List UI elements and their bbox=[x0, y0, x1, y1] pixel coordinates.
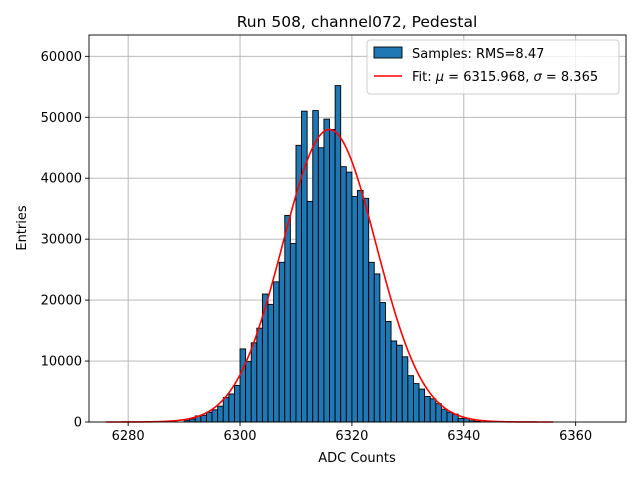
y-tick-label: 30000 bbox=[41, 233, 82, 248]
histogram-bar bbox=[412, 383, 420, 423]
histogram-bar bbox=[424, 395, 431, 423]
histogram-bar bbox=[440, 408, 448, 423]
histogram-bar bbox=[239, 348, 247, 423]
histogram-bar bbox=[457, 417, 465, 423]
axes-frame bbox=[88, 34, 627, 423]
histogram-bar bbox=[256, 327, 263, 423]
histogram-bar bbox=[390, 340, 398, 423]
x-axis-label: ADC Counts bbox=[318, 451, 396, 466]
x-tick-label: 6340 bbox=[447, 429, 480, 444]
x-tick-label: 6360 bbox=[559, 429, 592, 444]
y-tick-label: 10000 bbox=[41, 355, 82, 370]
y-axis-label: Entries bbox=[15, 205, 30, 251]
histogram-bar bbox=[245, 361, 252, 423]
legend-samples-swatch bbox=[373, 46, 403, 59]
x-tick-label: 6280 bbox=[112, 429, 145, 444]
histogram-bar bbox=[379, 302, 386, 423]
legend-samples-label: Samples: RMS=8.47 bbox=[412, 47, 544, 62]
histogram-bar bbox=[233, 384, 241, 423]
histogram-bar bbox=[289, 242, 297, 423]
histogram-bar bbox=[362, 197, 370, 423]
histogram-bar bbox=[351, 196, 358, 423]
histogram-bar bbox=[401, 356, 409, 423]
y-tick-label: 60000 bbox=[41, 50, 82, 65]
histogram-bar bbox=[429, 398, 437, 423]
x-tick-label: 6320 bbox=[335, 429, 368, 444]
y-tick-label: 20000 bbox=[41, 294, 82, 309]
histogram-bar bbox=[211, 409, 219, 423]
histogram-bar bbox=[306, 200, 314, 423]
histogram-bar bbox=[200, 414, 207, 423]
histogram-bar bbox=[267, 303, 275, 423]
y-tick-label: 0 bbox=[74, 416, 82, 431]
histogram-bar bbox=[385, 320, 392, 423]
histogram-bar bbox=[418, 388, 426, 423]
histogram-bar bbox=[222, 397, 230, 423]
legend-fit-mu-symbol: μ bbox=[435, 70, 444, 85]
y-tick-label: 50000 bbox=[41, 111, 82, 126]
histogram-bar bbox=[301, 110, 308, 423]
histogram-bar bbox=[250, 342, 258, 423]
histogram-bar bbox=[284, 214, 291, 423]
histogram-bars bbox=[183, 85, 482, 423]
histogram-bar bbox=[278, 261, 286, 423]
chart-title: Run 508, channel072, Pedestal bbox=[237, 13, 478, 31]
histogram-bar bbox=[396, 344, 403, 423]
histogram-bar bbox=[312, 110, 319, 423]
gaussian-fit-line bbox=[105, 128, 554, 423]
histogram-bar bbox=[357, 189, 364, 423]
y-tick-label: 40000 bbox=[41, 172, 82, 187]
histogram-bar bbox=[273, 281, 280, 423]
histogram-bar bbox=[407, 375, 414, 423]
legend-box bbox=[366, 39, 620, 95]
ticks-layer: 6280 6300 6320 6340 6360 0 10000 20000 30000 4000… bbox=[41, 50, 593, 444]
legend-fit-mu-text: = 6315.968, bbox=[444, 70, 533, 85]
histogram-bar bbox=[368, 261, 375, 423]
histogram-bar bbox=[435, 403, 442, 423]
histogram-bar bbox=[373, 273, 381, 423]
fit-layer bbox=[105, 128, 554, 423]
histogram-bar bbox=[189, 418, 196, 423]
histogram-bar bbox=[323, 118, 330, 423]
histogram-bar bbox=[345, 171, 353, 423]
histogram-bar bbox=[317, 147, 325, 423]
legend: Samples: RMS=8.47 Fit: μ = 6315.968, σ =… bbox=[366, 39, 620, 95]
legend-fit-sigma-symbol: σ bbox=[534, 70, 543, 85]
histogram-bar bbox=[228, 393, 235, 423]
legend-fit-sigma-text: = 8.365 bbox=[542, 70, 598, 85]
legend-fit-label: Fit: μ = 6315.968, σ = 8.365 bbox=[412, 70, 598, 85]
histogram-bar bbox=[446, 411, 454, 423]
histogram-bar bbox=[206, 411, 213, 423]
x-tick-label: 6300 bbox=[223, 429, 256, 444]
histogram-bar bbox=[329, 129, 336, 423]
histogram-bar bbox=[340, 166, 347, 423]
legend-fit-prefix: Fit: bbox=[412, 70, 436, 85]
histogram-bar bbox=[217, 405, 224, 423]
